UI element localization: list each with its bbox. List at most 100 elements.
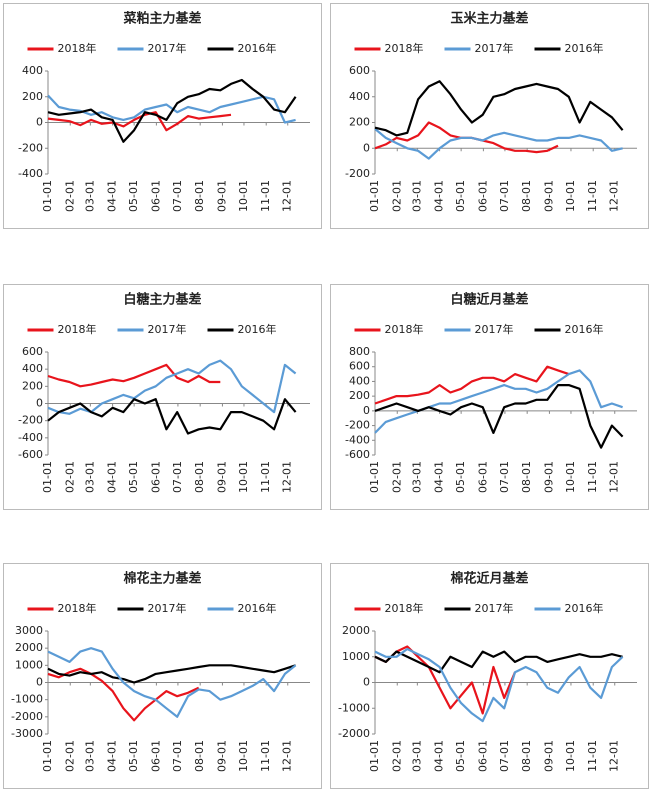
y-tick-label: 200 [349, 116, 370, 129]
x-tick-label: 08-01 [193, 180, 206, 212]
chart-panel: 玉米主力基差 2018年 2017年 2016年 -200 0 200 400 600 01-01… [330, 3, 649, 229]
y-tick-label: 400 [22, 362, 43, 375]
y-tick-label: 0 [36, 676, 43, 689]
series-line [47, 111, 232, 132]
series-line [47, 78, 297, 143]
y-tick-label: 200 [22, 379, 43, 392]
x-tick-label: 09-01 [542, 180, 555, 212]
x-tick-label: 05-01 [127, 740, 140, 772]
x-tick-label: 07-01 [498, 461, 511, 493]
series-line [374, 80, 624, 137]
x-tick-label: 01-01 [41, 180, 54, 212]
y-tick-label: 600 [349, 64, 370, 77]
x-tick-label: 05-01 [127, 180, 140, 212]
x-tick-label: 10-01 [237, 461, 250, 493]
x-tick-label: 08-01 [193, 461, 206, 493]
x-tick-label: 04-01 [106, 461, 119, 493]
y-tick-label: -600 [18, 448, 43, 461]
legend-label: 2017年 [148, 601, 187, 615]
series-line [374, 645, 517, 715]
x-tick-label: 04-01 [433, 461, 446, 493]
series-line [47, 363, 221, 388]
x-tick-label: 10-01 [237, 180, 250, 212]
x-tick-label: 12-01 [281, 740, 294, 772]
chart-title: 玉米主力基差 [450, 11, 528, 27]
chart-title: 白糖主力基差 [123, 292, 201, 308]
panel-border [330, 284, 649, 510]
chart-title: 白糖近月基差 [450, 292, 528, 308]
series-line [47, 398, 297, 435]
y-tick-label: 0 [36, 397, 43, 410]
y-tick-label: -400 [18, 167, 43, 180]
chart-title: 棉花主力基差 [123, 571, 201, 587]
legend-label: 2017年 [148, 41, 187, 55]
x-tick-label: 03-01 [83, 180, 96, 212]
x-tick-label: 01-01 [41, 740, 54, 772]
x-tick-label: 01-01 [368, 461, 381, 493]
panel-border [330, 3, 649, 229]
x-tick-label: 02-01 [63, 180, 76, 212]
x-tick-label: 11-01 [586, 461, 599, 493]
y-tick-label: -1000 [338, 701, 370, 714]
x-tick-label: 05-01 [454, 740, 467, 772]
x-tick-label: 09-01 [215, 461, 228, 493]
x-tick-label: 12-01 [608, 180, 621, 212]
y-tick-label: -200 [345, 167, 370, 180]
legend-label: 2016年 [565, 41, 604, 55]
series-line [47, 664, 296, 684]
y-tick-label: 0 [363, 404, 370, 417]
x-tick-label: 12-01 [608, 740, 621, 772]
x-tick-label: 08-01 [520, 180, 533, 212]
y-tick-label: 800 [349, 345, 370, 358]
x-tick-label: 06-01 [149, 461, 162, 493]
x-tick-label: 03-01 [410, 180, 423, 212]
x-tick-label: 08-01 [520, 461, 533, 493]
x-tick-label: 10-01 [564, 180, 577, 212]
x-tick-label: 10-01 [564, 461, 577, 493]
y-tick-label: 1000 [342, 650, 370, 663]
legend-label: 2018年 [58, 601, 97, 615]
y-tick-label: -3000 [11, 727, 43, 740]
y-tick-label: 1000 [15, 658, 43, 671]
chart-panel: 白糖近月基差 2018年 2017年 2016年 -600 -400-200 0 200 400… [330, 284, 649, 510]
x-tick-label: 05-01 [454, 180, 467, 212]
chart-panel: 白糖主力基差 2018年 2017年 2016年 -600 -400 -200 0 200 400… [3, 284, 322, 510]
chart-title: 棉花近月基差 [450, 571, 528, 587]
x-tick-label: 06-01 [149, 740, 162, 772]
x-tick-label: 06-01 [476, 180, 489, 212]
chart-panel: 棉花主力基差 2018年 2017年 2016年 -3000 -2000 -1000 0 100… [3, 563, 322, 789]
x-tick-label: 03-01 [410, 461, 423, 493]
y-tick-label: 200 [22, 90, 43, 103]
x-tick-label: 07-01 [498, 740, 511, 772]
legend-label: 2017年 [475, 601, 514, 615]
x-tick-label: 02-01 [63, 740, 76, 772]
y-tick-label: -1000 [11, 693, 43, 706]
y-tick-label: 400 [22, 64, 43, 77]
chart-panel: 棉花近月基差 2018年 2017年 2016年 -2000 -1000 0 1000 2000… [330, 563, 649, 789]
chart-title: 菜粕主力基差 [122, 11, 201, 27]
x-tick-label: 11-01 [259, 740, 272, 772]
x-tick-label: 04-01 [106, 740, 119, 772]
y-tick-label: 400 [349, 90, 370, 103]
series-line [374, 365, 570, 405]
y-tick-label: -400 [18, 431, 43, 444]
y-tick-label: 0 [363, 141, 370, 154]
x-tick-label: 11-01 [586, 740, 599, 772]
x-tick-label: 08-01 [193, 740, 206, 772]
legend-label: 2018年 [58, 41, 97, 55]
series-line [374, 369, 623, 434]
x-tick-label: 02-01 [63, 461, 76, 493]
x-tick-label: 11-01 [586, 180, 599, 212]
chart-panel: 菜粕主力基差 2018年 2017年 2016年 -400 -200 0 200 400 01-0… [3, 3, 322, 229]
x-tick-label: 11-01 [259, 461, 272, 493]
legend-label: 2018年 [385, 41, 424, 55]
x-tick-label: 02-01 [390, 180, 403, 212]
y-tick-label: 3000 [15, 624, 43, 637]
y-tick-label: 200 [349, 389, 370, 402]
legend-label: 2016年 [238, 41, 277, 55]
x-tick-label: 05-01 [127, 461, 140, 493]
legend-label: 2018年 [58, 322, 97, 336]
y-tick-label: 2000 [342, 624, 370, 637]
y-tick-label: -200 [18, 414, 43, 427]
